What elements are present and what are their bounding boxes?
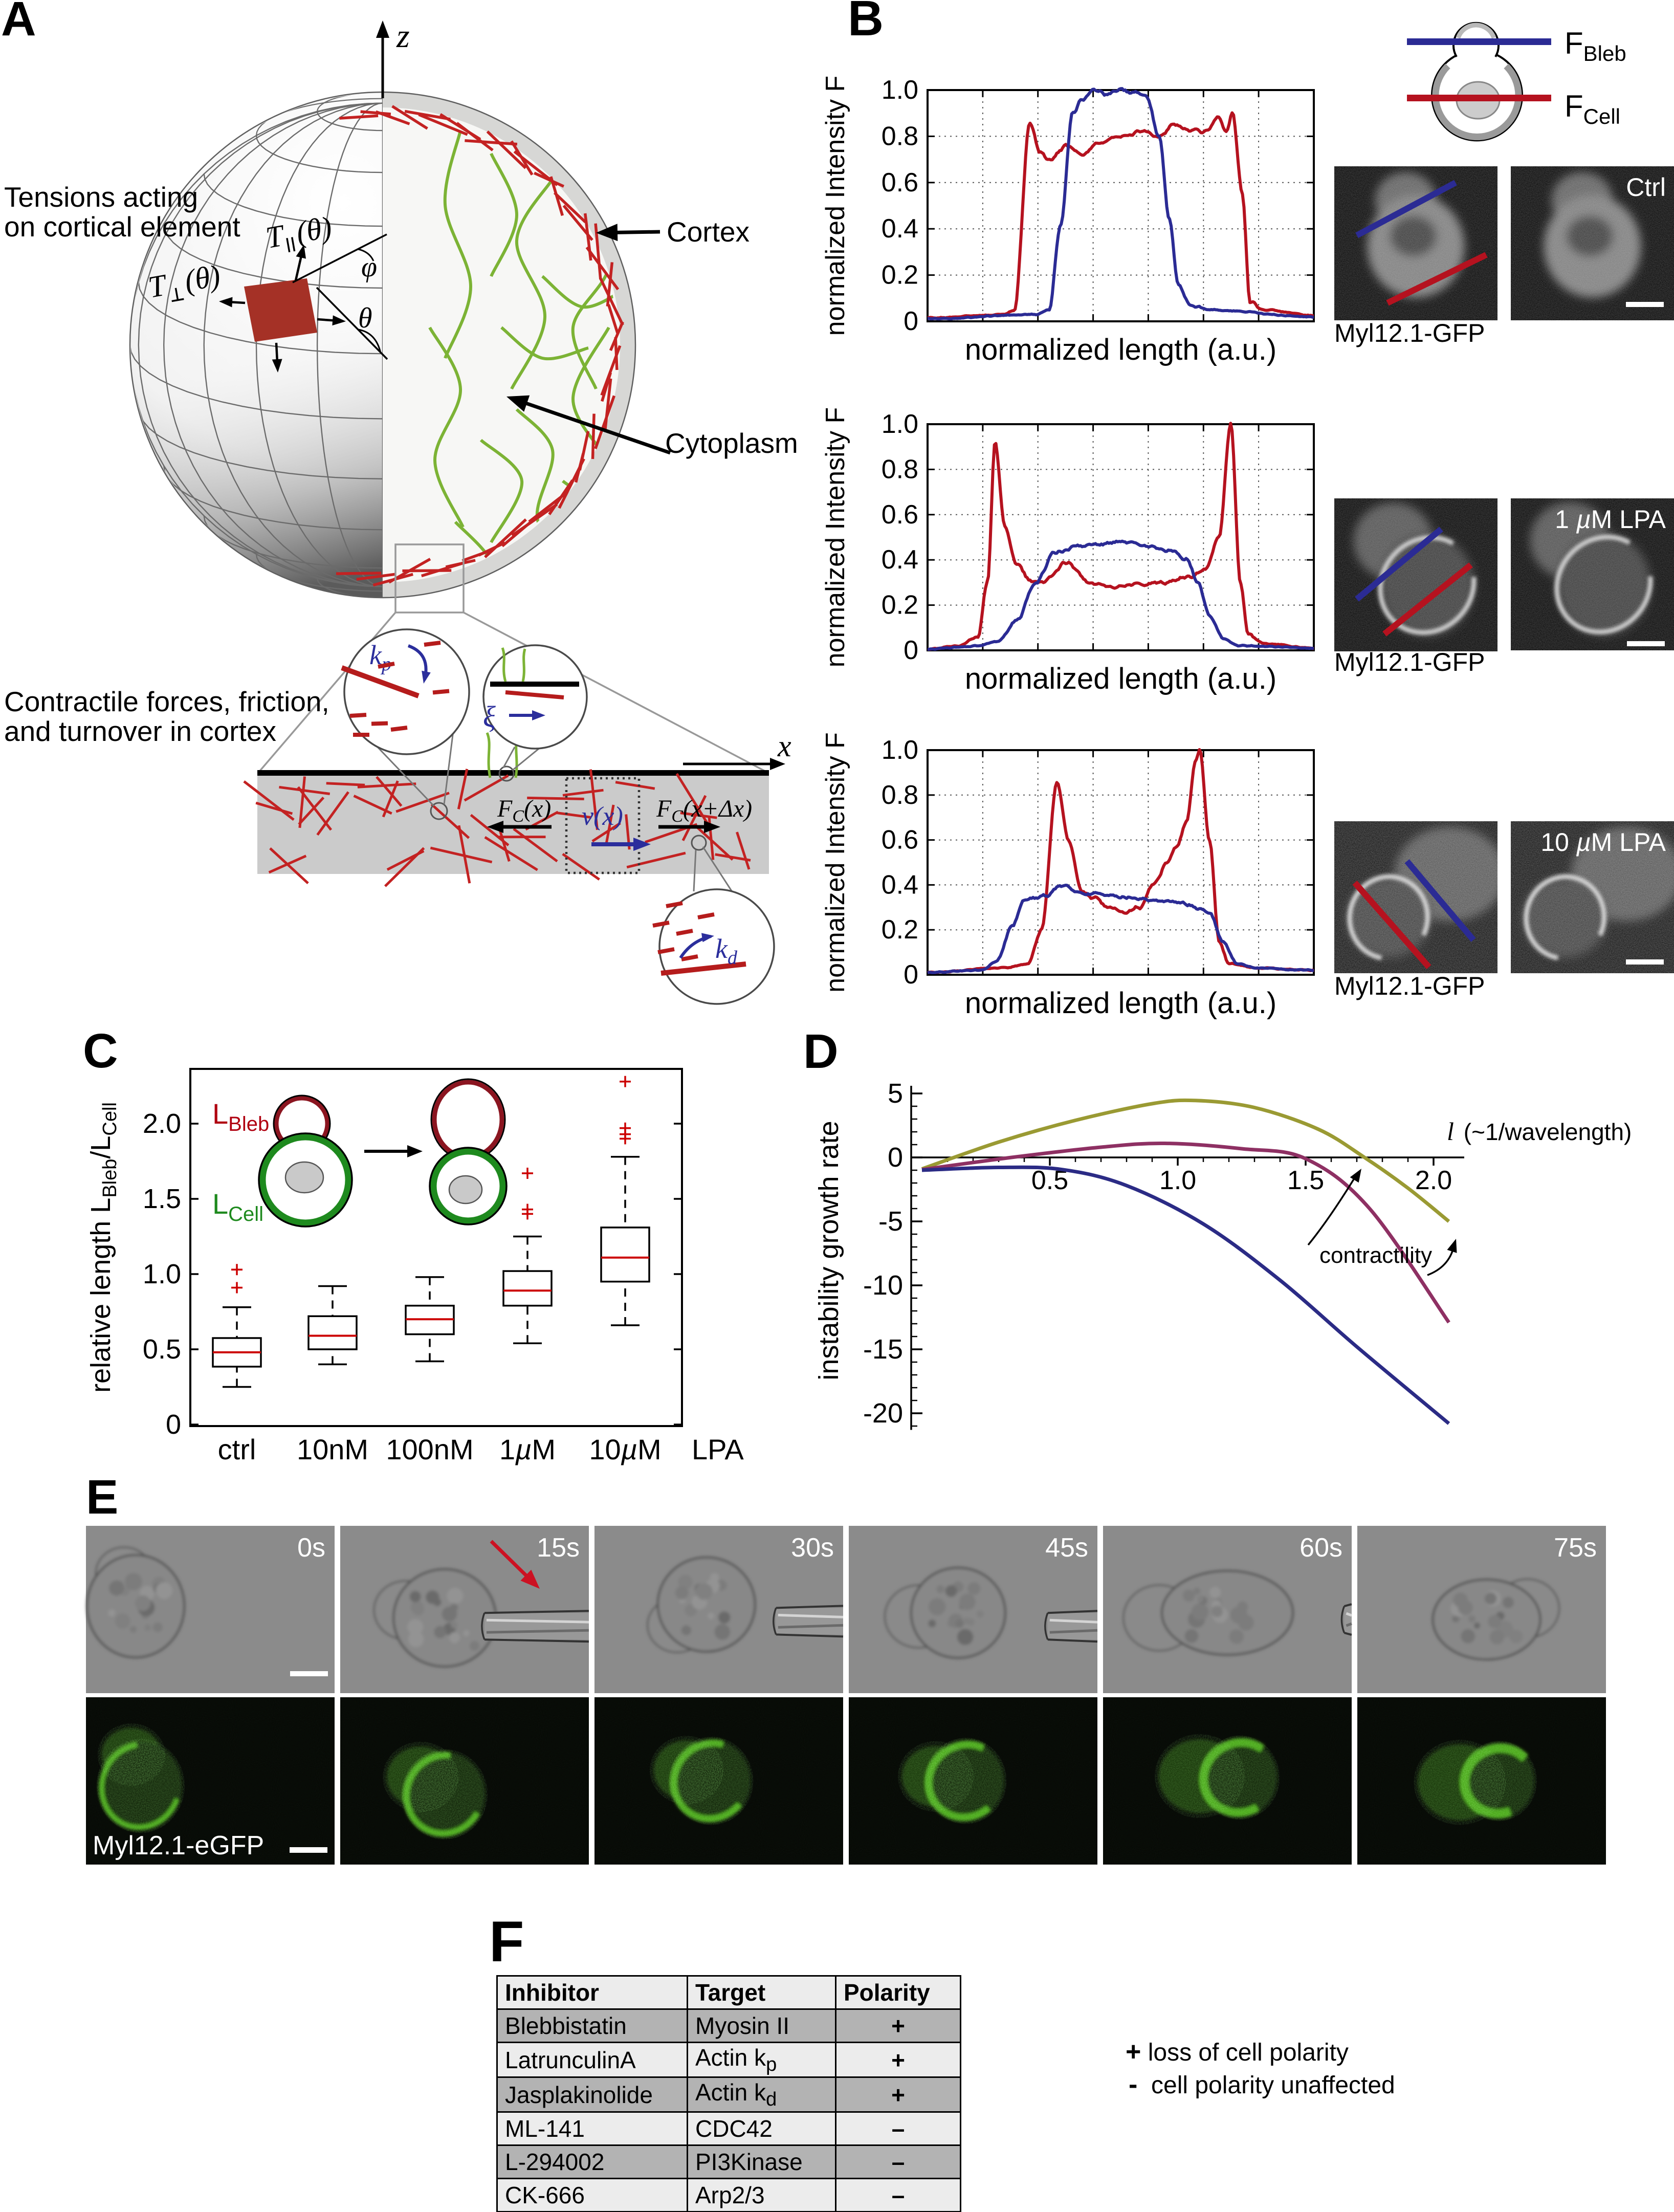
- svg-text:0.8: 0.8: [882, 780, 918, 810]
- svg-text:0.2: 0.2: [882, 915, 918, 945]
- svg-text:normalized Intensity F: normalized Intensity F: [821, 76, 850, 336]
- svg-text:normalized Intensity F: normalized Intensity F: [821, 732, 850, 993]
- svg-text:LBleb: LBleb: [212, 1098, 269, 1135]
- svg-text:0: 0: [904, 960, 918, 990]
- svg-text:1µM: 1µM: [499, 1433, 556, 1465]
- svg-text:relative length LBleb/LCell: relative length LBleb/LCell: [85, 1102, 121, 1393]
- svg-text:0: 0: [904, 306, 918, 336]
- svg-text:2.0: 2.0: [1415, 1166, 1452, 1195]
- svg-text:normalized length (a.u.): normalized length (a.u.): [965, 333, 1276, 366]
- svg-text:30s: 30s: [791, 1533, 834, 1563]
- svg-text:45s: 45s: [1045, 1533, 1088, 1563]
- svg-text:normalized length (a.u.): normalized length (a.u.): [965, 662, 1276, 695]
- svg-text:-10: -10: [863, 1270, 903, 1301]
- svg-text:1.0: 1.0: [143, 1259, 181, 1289]
- svg-text:FBleb: FBleb: [1565, 26, 1626, 65]
- svg-text:(θ): (θ): [182, 258, 223, 298]
- svg-text:0: 0: [904, 636, 918, 665]
- svg-text:D: D: [803, 1024, 839, 1079]
- svg-text:B: B: [848, 0, 884, 46]
- svg-text:0.6: 0.6: [882, 168, 918, 198]
- svg-text:v(x): v(x): [582, 802, 623, 831]
- svg-text:Myl12.1-eGFP: Myl12.1-eGFP: [93, 1831, 264, 1860]
- svg-text:60s: 60s: [1299, 1533, 1342, 1563]
- svg-text:z: z: [396, 17, 410, 55]
- svg-text:0: 0: [166, 1409, 181, 1440]
- svg-text:1.0: 1.0: [882, 735, 918, 765]
- svg-text:1.5: 1.5: [1287, 1166, 1324, 1195]
- svg-text:Tensions acting: Tensions acting: [4, 181, 198, 213]
- svg-text:x: x: [777, 729, 791, 763]
- svg-text:0s: 0s: [297, 1533, 325, 1563]
- svg-text:1.5: 1.5: [143, 1184, 181, 1214]
- svg-text:φ: φ: [361, 251, 377, 283]
- svg-text:1.0: 1.0: [882, 409, 918, 439]
- svg-text:-20: -20: [863, 1398, 903, 1429]
- svg-text:0.6: 0.6: [882, 825, 918, 855]
- svg-text:Contractile forces, friction,: Contractile forces, friction,: [4, 686, 329, 717]
- svg-text:FC(x+Δx): FC(x+Δx): [656, 795, 752, 826]
- svg-text:0.2: 0.2: [882, 590, 918, 620]
- svg-text:0.6: 0.6: [882, 500, 918, 530]
- svg-text:0.5: 0.5: [143, 1334, 181, 1365]
- svg-text:(~1/wavelength): (~1/wavelength): [1457, 1119, 1632, 1145]
- svg-text:0.8: 0.8: [882, 454, 918, 484]
- svg-text:1 µM LPA: 1 µM LPA: [1555, 505, 1666, 534]
- svg-text:1.0: 1.0: [882, 75, 918, 105]
- svg-text:Myl12.1-GFP: Myl12.1-GFP: [1334, 648, 1485, 676]
- svg-text:normalized length (a.u.): normalized length (a.u.): [965, 987, 1276, 1020]
- svg-text:LPA: LPA: [692, 1433, 744, 1465]
- svg-text:75s: 75s: [1554, 1533, 1597, 1563]
- svg-text:C: C: [83, 1024, 118, 1078]
- svg-text:10 µM LPA: 10 µM LPA: [1540, 828, 1666, 857]
- svg-text:Ctrl: Ctrl: [1626, 173, 1666, 202]
- svg-text:0.2: 0.2: [882, 260, 918, 290]
- svg-text:0.8: 0.8: [882, 121, 918, 151]
- svg-text:contractility: contractility: [1319, 1243, 1432, 1268]
- svg-text:-15: -15: [863, 1334, 903, 1365]
- svg-text:(θ): (θ): [294, 210, 335, 249]
- svg-text:LCell: LCell: [212, 1188, 263, 1225]
- svg-text:5: 5: [888, 1078, 903, 1109]
- svg-text:instability growth rate: instability growth rate: [813, 1121, 844, 1380]
- svg-text:0: 0: [888, 1142, 903, 1173]
- svg-text:Cytoplasm: Cytoplasm: [665, 427, 798, 459]
- svg-text:Myl12.1-GFP: Myl12.1-GFP: [1334, 319, 1485, 347]
- svg-text:and turnover in cortex: and turnover in cortex: [4, 715, 276, 747]
- svg-text:-5: -5: [878, 1206, 903, 1237]
- svg-text:ctrl: ctrl: [218, 1433, 256, 1465]
- svg-text:2.0: 2.0: [143, 1108, 181, 1139]
- svg-text:θ: θ: [358, 302, 372, 334]
- svg-text:15s: 15s: [537, 1533, 580, 1563]
- svg-text:normalized Intensity F: normalized Intensity F: [821, 407, 850, 668]
- svg-text:1.0: 1.0: [1159, 1166, 1196, 1195]
- svg-text:on cortical element: on cortical element: [4, 211, 240, 243]
- svg-text:10nM: 10nM: [297, 1433, 368, 1465]
- svg-text:Myl12.1-GFP: Myl12.1-GFP: [1334, 972, 1485, 1000]
- svg-text:E: E: [86, 1470, 118, 1524]
- svg-text:0.4: 0.4: [882, 870, 918, 900]
- svg-text:0.4: 0.4: [882, 545, 918, 575]
- svg-text:0.4: 0.4: [882, 214, 918, 244]
- svg-text:FC(x): FC(x): [497, 795, 551, 826]
- svg-text:Cortex: Cortex: [667, 216, 750, 248]
- svg-text:FCell: FCell: [1565, 89, 1620, 128]
- svg-text:100nM: 100nM: [386, 1433, 473, 1465]
- svg-text:ξ: ξ: [483, 700, 496, 733]
- svg-text:10µM: 10µM: [589, 1433, 661, 1465]
- svg-text:l: l: [1447, 1117, 1454, 1146]
